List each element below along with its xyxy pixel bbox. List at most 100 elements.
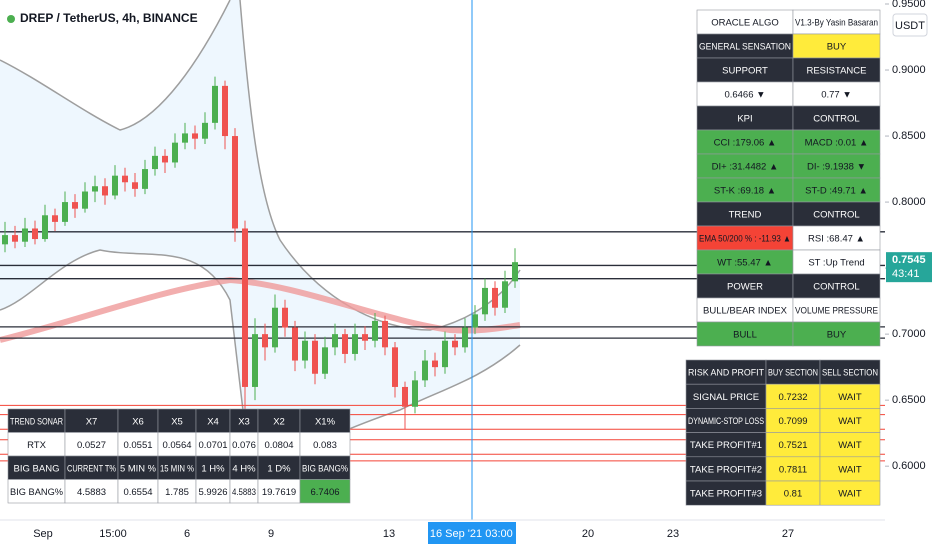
cell-text: 0.0564	[162, 440, 191, 451]
candle-body	[252, 334, 258, 387]
cell-text: POWER	[727, 282, 763, 293]
table-cell	[696, 297, 794, 323]
candle-body	[72, 202, 78, 209]
candle-body	[302, 340, 308, 361]
table-cell	[685, 432, 767, 458]
table-cell	[696, 9, 794, 35]
cell-text: DI+ :31.4482 ▲	[712, 162, 779, 173]
candle-body	[32, 228, 38, 240]
candle-body	[202, 122, 208, 139]
candle-body	[472, 314, 478, 328]
ema-ribbon	[0, 276, 521, 343]
candle-body	[402, 386, 408, 407]
candle-body	[22, 228, 28, 242]
cell-text: MACD :0.01 ▲	[805, 138, 869, 149]
table-cell	[819, 480, 881, 506]
cell-text: X7	[86, 416, 98, 427]
candle-body	[292, 327, 298, 361]
cell-text: CONTROL	[813, 114, 859, 125]
cell-text: WAIT	[838, 392, 862, 403]
cell-text: TREND	[729, 210, 762, 221]
table-cell	[696, 225, 794, 251]
candle-body	[392, 347, 398, 387]
upper-band	[0, 0, 521, 331]
status-dot	[7, 15, 15, 23]
table-cell	[792, 321, 881, 347]
cell-text: 5 MIN %	[120, 463, 157, 474]
table-cell	[819, 432, 881, 458]
cell-text: 15 MIN %	[160, 463, 194, 474]
price-countdown: 43:41	[892, 268, 920, 280]
cell-text: V1.3-By Yasin Basaran	[795, 18, 878, 29]
candle-body	[442, 340, 448, 368]
candle-body	[412, 380, 418, 407]
cell-text: RTX	[27, 440, 46, 451]
cell-text: RESISTANCE	[806, 66, 866, 77]
band-fill	[0, 0, 520, 470]
cell-text: BUY	[827, 330, 847, 341]
cell-text: TREND SONAR	[10, 416, 63, 427]
candle-body	[502, 281, 508, 308]
table-cell	[792, 129, 881, 155]
symbol-title: DREP / TetherUS, 4h, BINANCE	[20, 11, 198, 25]
crosshair-date: 16 Sep '21	[430, 528, 482, 540]
cell-text: ST-D :49.71 ▲	[805, 186, 868, 197]
candle-body	[12, 235, 18, 242]
cell-text: RISK AND PROFIT	[688, 368, 764, 379]
cell-text: KPI	[737, 114, 752, 125]
cell-text: 4.5883	[232, 487, 256, 498]
candle-body	[282, 307, 288, 328]
cell-text: ORACLE ALGO	[711, 18, 779, 29]
table-cell	[792, 177, 881, 203]
x-tick-label: 27	[782, 528, 794, 540]
cell-text: WAIT	[838, 416, 862, 427]
x-tick-label: 23	[667, 528, 679, 540]
currency-box	[892, 13, 928, 37]
cell-text: CONTROL	[813, 210, 859, 221]
candle-body	[322, 347, 328, 374]
cell-text: X3	[238, 416, 250, 427]
candle-body	[342, 334, 348, 354]
cell-text: BUY SECTION	[768, 368, 818, 379]
x-tick-label: 15:00	[99, 528, 127, 540]
x-tick-label: 13	[383, 528, 395, 540]
cell-text: SELL SECTION	[822, 368, 878, 379]
candle-body	[232, 136, 238, 229]
candle-body	[492, 287, 498, 308]
cell-text: BUY	[827, 42, 847, 53]
candle-body	[2, 235, 8, 245]
table-cell	[765, 359, 821, 385]
candle-body	[112, 175, 118, 196]
price-label: 0.7545	[892, 254, 926, 266]
candle-body	[482, 287, 488, 315]
table-cell	[696, 249, 794, 275]
x-tick-label: 6	[184, 528, 190, 540]
cell-text: 1 H%	[201, 463, 225, 474]
candle-body	[242, 228, 248, 387]
cell-text: WT :55.47 ▲	[717, 258, 773, 269]
candle-body	[272, 307, 278, 348]
cell-text: 5.9926	[198, 487, 227, 498]
candle-body	[452, 340, 458, 348]
cell-text: BIG BANG	[14, 463, 60, 474]
cell-text: 0.7099	[778, 416, 807, 427]
cell-text: CCI :179.06 ▲	[714, 138, 777, 149]
table-cell	[696, 177, 794, 203]
cell-text: X2	[273, 416, 285, 427]
y-tick-label: 0.7000	[892, 328, 926, 340]
cell-text: 0.0551	[123, 440, 152, 451]
table-cell	[792, 273, 881, 299]
candle-body	[122, 175, 128, 183]
cell-text: RSI :68.47 ▲	[808, 234, 865, 245]
table-cell	[792, 33, 881, 59]
cell-text: 0.6554	[123, 487, 152, 498]
table-cell	[792, 297, 881, 323]
table-cell	[819, 383, 881, 409]
cell-text: WAIT	[838, 464, 862, 475]
candle-body	[162, 155, 168, 163]
candle-body	[332, 334, 338, 348]
cell-text: BULL	[733, 330, 757, 341]
candle-body	[352, 334, 358, 354]
candle-body	[82, 191, 88, 209]
table-cell	[696, 201, 794, 227]
